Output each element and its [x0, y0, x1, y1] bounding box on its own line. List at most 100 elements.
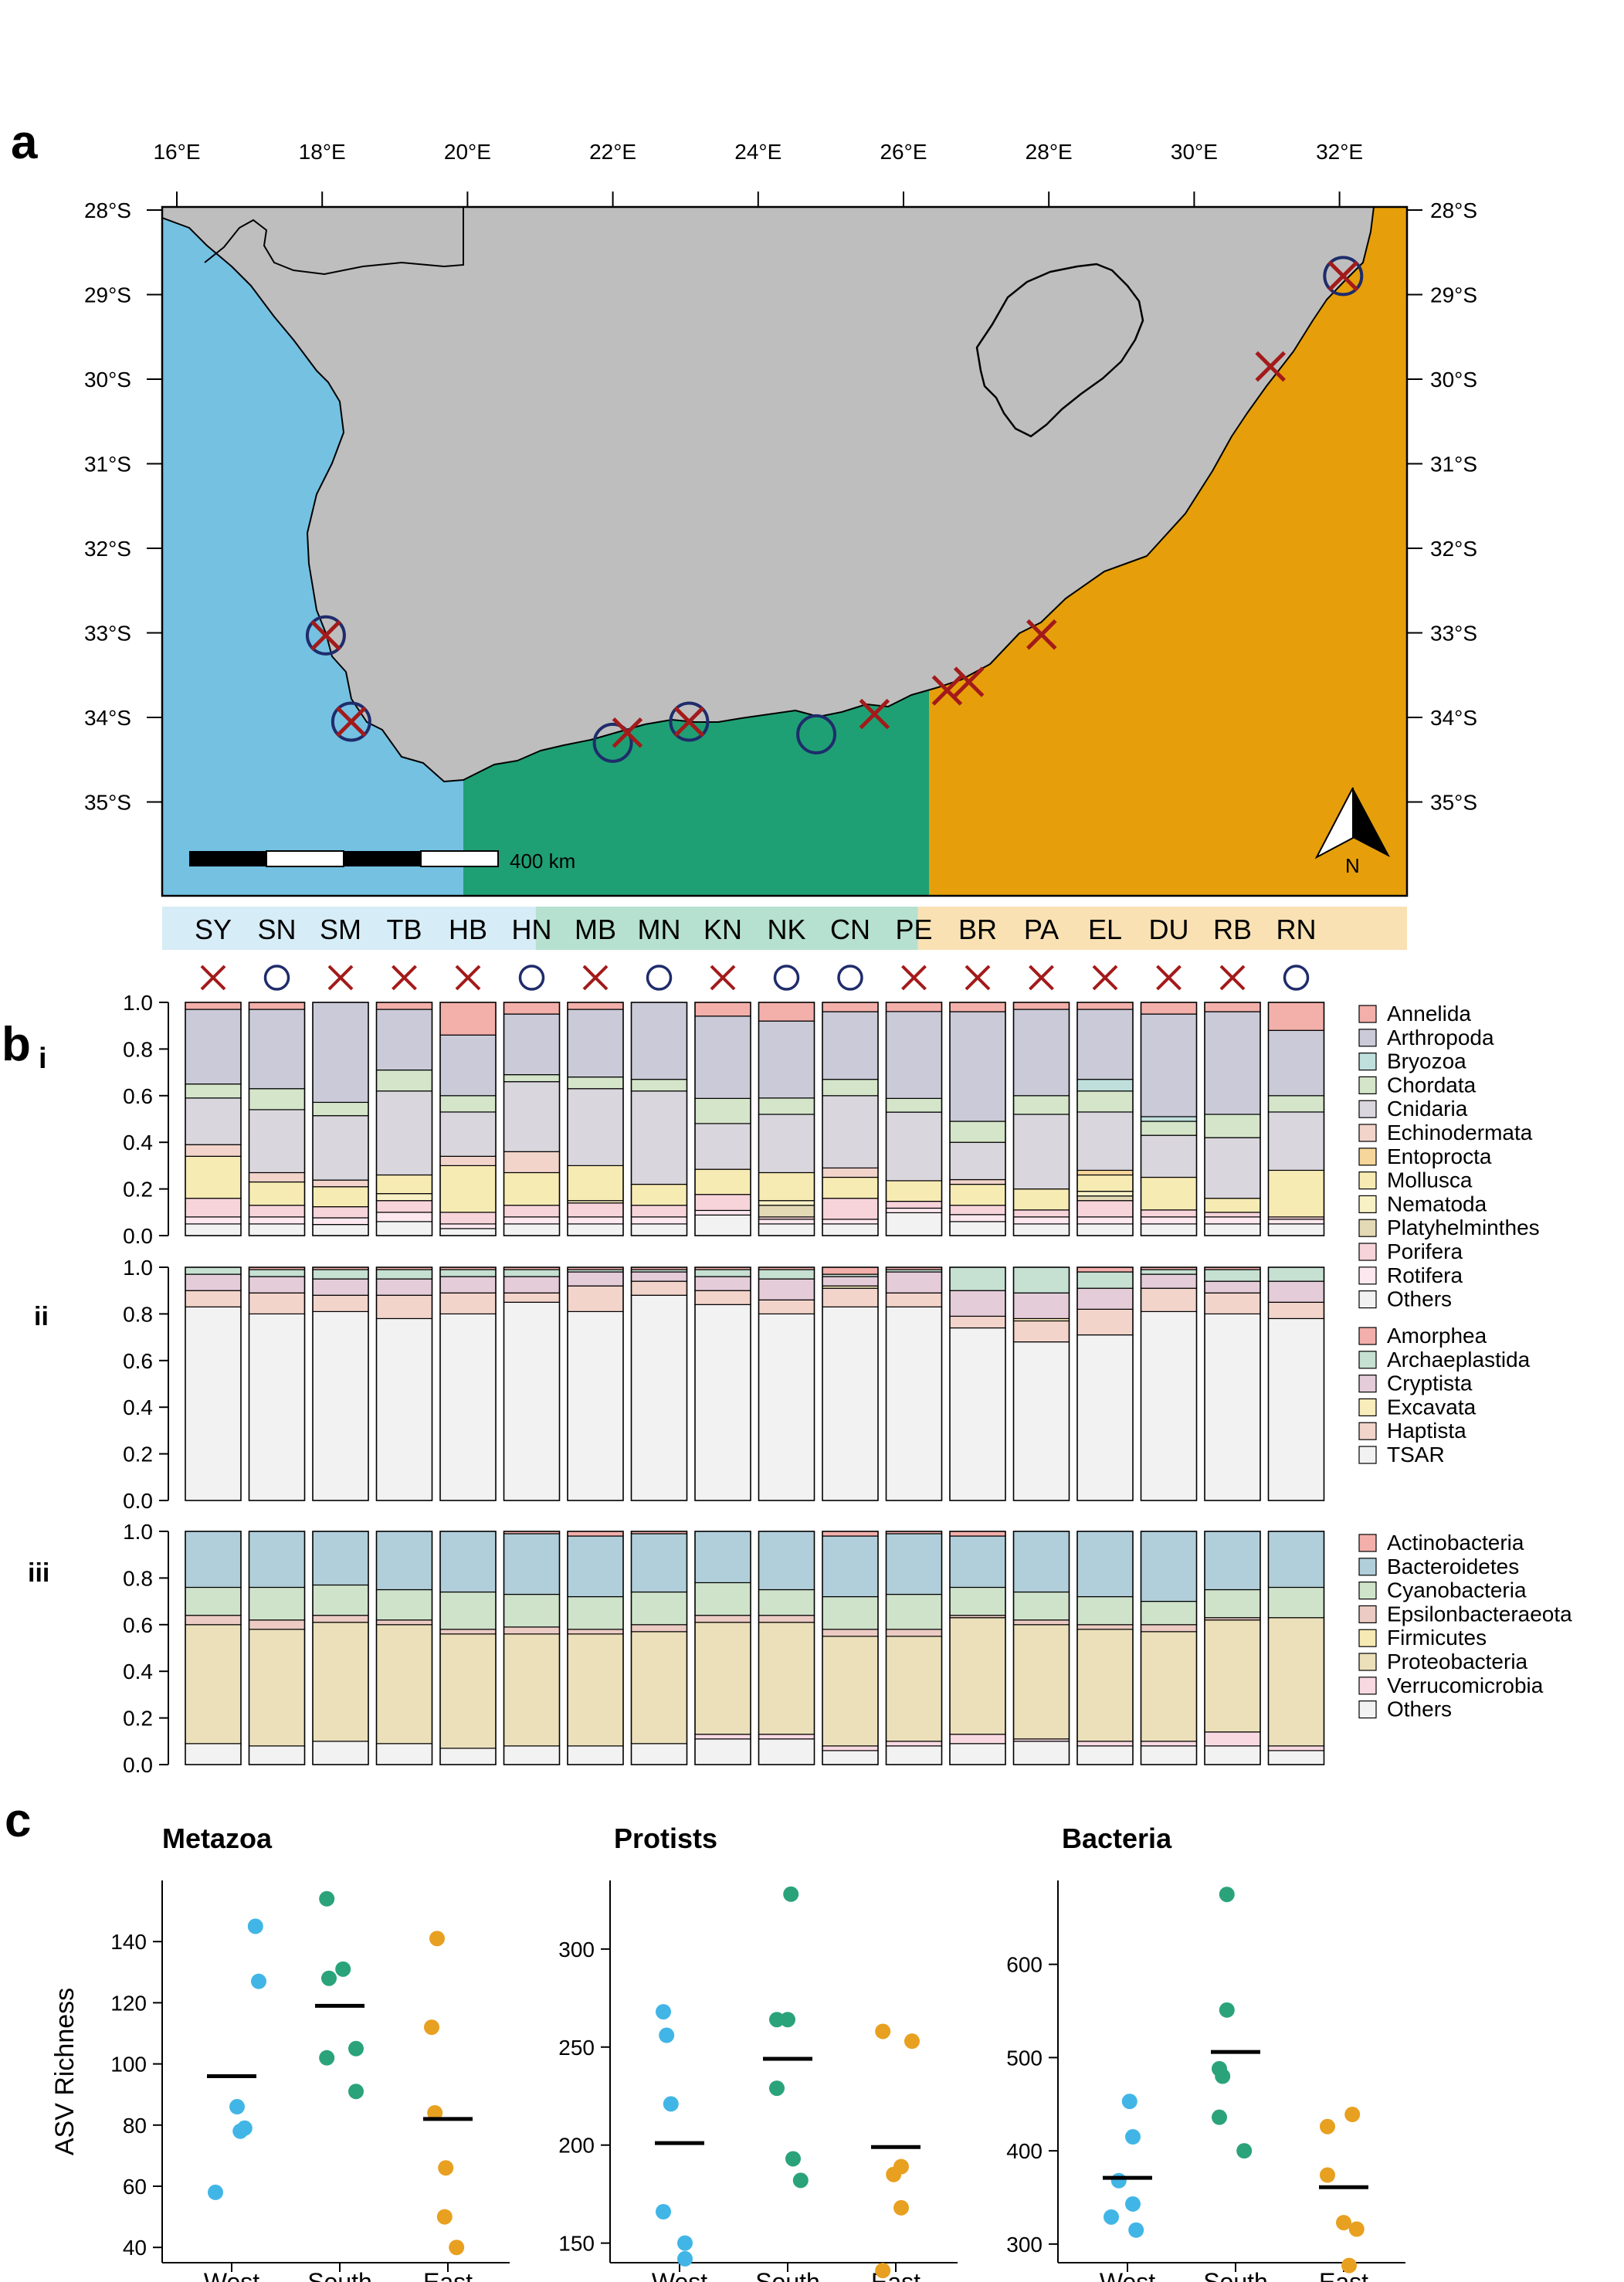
site-cross-symbol: [710, 965, 736, 991]
data-point-west: [232, 2123, 249, 2139]
y-tick-label: 80: [123, 2114, 147, 2138]
site-code-KN: KN: [704, 914, 742, 945]
bar-segment-cyanobacteria-SN: [248, 1586, 306, 1621]
bar-segment-tsar-KN: [694, 1304, 751, 1501]
bar-segment-mollusca-HB: [439, 1165, 497, 1213]
bar-segment-annelida-MB: [567, 1002, 624, 1010]
bar-segment-bryozoa-EL: [1076, 1079, 1134, 1092]
y-axis-label: ASV Richness: [50, 1988, 80, 2155]
data-point-south: [1219, 2002, 1235, 2018]
data-point-east: [449, 2240, 465, 2256]
chart-c-bacteria: Bacteria 300 400 500 600 West South East: [1006, 1823, 1405, 2282]
bar-segment-haptista-EL: [1076, 1308, 1134, 1336]
data-point-west: [1110, 2172, 1127, 2189]
bar-segment-haptista-PA: [1012, 1320, 1070, 1343]
bar-segment-tsar-DU: [1140, 1311, 1198, 1501]
bar-segment-amorphea-EL: [1076, 1266, 1134, 1273]
y-tick-label: 0.0: [123, 1753, 153, 1777]
data-point-east: [436, 2209, 453, 2225]
bar-segment-others-HB: [439, 1748, 497, 1765]
bar-segment-verrucomicrobia-NK: [758, 1734, 815, 1740]
bar-segment-cryptista-BR: [949, 1290, 1006, 1317]
y-tick-label: 0.4: [123, 1395, 153, 1419]
data-point-west: [663, 2096, 679, 2112]
bar-segment-arthropoda-SM: [312, 1002, 369, 1104]
data-point-east: [875, 2263, 891, 2279]
bar-segment-arthropoda-TB: [375, 1009, 433, 1071]
bar-segment-mollusca-PA: [1012, 1188, 1070, 1211]
bar-outline-SY: [185, 1002, 242, 1236]
lat-label-right: 32°S: [1430, 537, 1477, 561]
data-point-east: [427, 2104, 443, 2121]
data-point-east: [1320, 2118, 1335, 2135]
legend-swatch-rotifera: [1358, 1266, 1377, 1285]
bar-segment-rotifera-SY: [185, 1216, 242, 1225]
bar-segment-cyanobacteria-NK: [758, 1589, 815, 1616]
y-tick-label: 60: [123, 2175, 147, 2199]
y-tick-label: 140: [110, 1930, 147, 1954]
bar-segment-tsar-HB: [439, 1313, 497, 1501]
y-tick-label: 500: [1006, 2046, 1043, 2070]
bar-segment-actinobacteria-MB: [567, 1531, 624, 1537]
bar-segment-others-SM: [312, 1224, 369, 1236]
bar-segment-cyanobacteria-TB: [375, 1589, 433, 1621]
site-cross-marker: [953, 666, 985, 697]
bar-segment-haptista-RB: [1204, 1292, 1261, 1314]
legend-swatch-others: [1358, 1290, 1377, 1309]
bar-outline-HB: [439, 1531, 497, 1765]
site-cross-marker: [931, 675, 963, 706]
bar-segment-annelida-NK: [758, 1002, 815, 1022]
lat-label-left: 30°S: [84, 368, 131, 392]
lat-label-left: 28°S: [84, 198, 131, 222]
lesotho-border: [975, 263, 1144, 438]
bar-segment-rotifera-HN: [503, 1216, 561, 1225]
bar-segment-epsilonbacteraeota-MB: [567, 1629, 624, 1635]
bar-outline-RB: [1204, 1266, 1261, 1501]
bar-segment-proteobacteria-PA: [1012, 1624, 1070, 1740]
bar-segment-haptista-SY: [185, 1290, 242, 1307]
legend-label-platyhelminthes: Platyhelminthes: [1387, 1216, 1540, 1239]
site-cross-marker: [310, 620, 341, 651]
y-tick-label: 0.4: [123, 1660, 153, 1684]
bar-outline-MN: [630, 1002, 688, 1236]
bar-segment-chordata-KN: [694, 1097, 751, 1124]
bar-segment-echinodermata-SN: [248, 1172, 306, 1183]
site-cross-symbol: [327, 965, 354, 991]
bar-segment-nematoda-NK: [758, 1200, 815, 1206]
bar-segment-tsar-TB: [375, 1317, 433, 1501]
bar-outline-PE: [885, 1266, 943, 1501]
bar-segment-rotifera-MB: [567, 1216, 624, 1225]
y-tick-label: 150: [558, 2232, 595, 2256]
legend-swatch-annelida: [1358, 1005, 1377, 1023]
bar-segment-chordata-CN: [822, 1079, 879, 1097]
y-tick-label: 1.0: [123, 1256, 153, 1280]
site-code-BR: BR: [958, 914, 997, 945]
bar-segment-verrucomicrobia-RN: [1267, 1745, 1325, 1751]
site-code-PE: PE: [895, 914, 932, 945]
bar-segment-arthropoda-CN: [822, 1011, 879, 1080]
bar-segment-rotifera-EL: [1076, 1216, 1134, 1225]
bar-segment-tsar-NK: [758, 1313, 815, 1501]
bar-segment-rotifera-RB: [1204, 1216, 1261, 1225]
bar-segment-rotifera-TB: [375, 1212, 433, 1222]
bar-segment-bacteroidetes-SM: [312, 1531, 369, 1586]
bar-segment-porifera-PA: [1012, 1209, 1070, 1218]
site-cross-symbol: [582, 965, 609, 991]
bar-segment-cyanobacteria-PE: [885, 1593, 943, 1630]
bar-segment-proteobacteria-DU: [1140, 1631, 1198, 1742]
y-tick-label: 40: [123, 2236, 147, 2260]
scale-bar: 400 km: [189, 849, 575, 873]
bar-segment-arthropoda-MN: [630, 1002, 688, 1080]
y-tick-label: 1.0: [123, 1520, 153, 1544]
chart-title: Bacteria: [1062, 1823, 1172, 1854]
bar-segment-cyanobacteria-DU: [1140, 1601, 1198, 1626]
legend-swatch-verrucomicrobia: [1358, 1677, 1377, 1695]
y-tick-label: 0.4: [123, 1131, 153, 1155]
bar-segment-arthropoda-NK: [758, 1020, 815, 1099]
bar-segment-porifera-SM: [312, 1206, 369, 1219]
site-band: SY SN SM TB HB HN MB MN KN NK CN PE BR PA EL DU RB RN: [162, 907, 1407, 991]
bar-segment-proteobacteria-SN: [248, 1629, 306, 1747]
bar-segment-verrucomicrobia-RB: [1204, 1731, 1261, 1747]
bar-segment-bacteroidetes-CN: [822, 1535, 879, 1598]
chart-title: Metazoa: [162, 1823, 273, 1854]
